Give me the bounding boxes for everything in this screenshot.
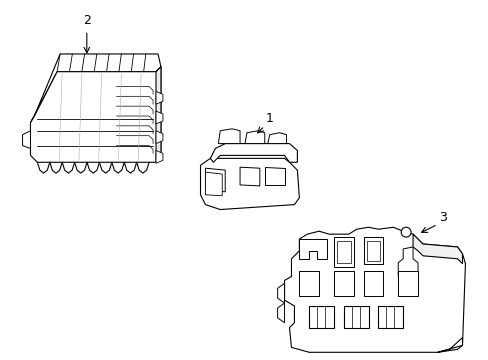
Polygon shape (156, 111, 163, 124)
Polygon shape (207, 183, 218, 193)
Polygon shape (366, 241, 380, 261)
Polygon shape (397, 247, 417, 280)
Polygon shape (210, 144, 297, 162)
Polygon shape (336, 241, 350, 263)
Polygon shape (205, 168, 225, 192)
Text: 3: 3 (438, 211, 446, 224)
Polygon shape (30, 54, 161, 123)
Polygon shape (205, 172, 222, 196)
Polygon shape (218, 129, 240, 144)
Polygon shape (277, 303, 284, 323)
Polygon shape (244, 131, 264, 144)
Polygon shape (156, 150, 163, 163)
Polygon shape (240, 167, 259, 186)
Circle shape (400, 227, 410, 237)
Polygon shape (156, 67, 161, 162)
Polygon shape (333, 237, 353, 267)
Polygon shape (200, 158, 299, 210)
Polygon shape (299, 239, 326, 259)
Polygon shape (333, 271, 353, 296)
Polygon shape (30, 67, 161, 162)
Polygon shape (363, 237, 383, 264)
Polygon shape (397, 271, 417, 296)
Polygon shape (156, 91, 163, 104)
Polygon shape (284, 227, 465, 352)
Polygon shape (267, 133, 286, 144)
Polygon shape (156, 131, 163, 144)
Polygon shape (299, 271, 319, 296)
Polygon shape (437, 338, 462, 352)
Polygon shape (363, 271, 383, 296)
Polygon shape (343, 306, 368, 328)
Polygon shape (22, 131, 30, 148)
Polygon shape (308, 306, 333, 328)
Polygon shape (277, 283, 284, 303)
Polygon shape (378, 306, 402, 328)
Polygon shape (264, 167, 284, 185)
Text: 2: 2 (82, 14, 91, 27)
Polygon shape (412, 234, 462, 264)
Text: 1: 1 (265, 112, 273, 125)
